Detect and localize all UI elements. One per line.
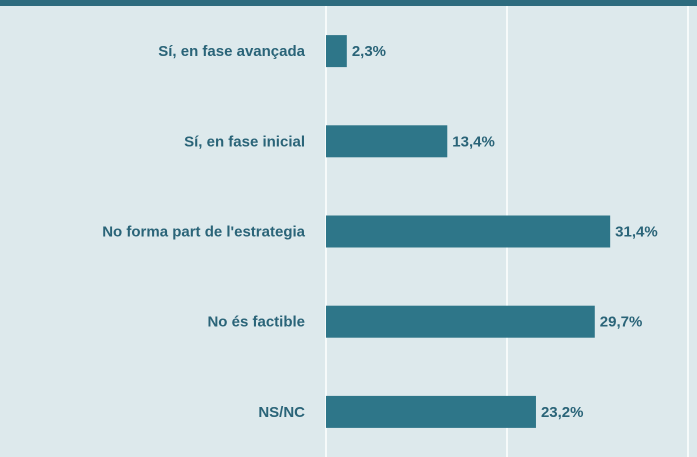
value-label: 23,2% (541, 404, 584, 421)
category-label: Sí, en fase inicial (184, 133, 305, 150)
bar (326, 395, 536, 428)
category-label: No és factible (207, 314, 305, 331)
value-label: 29,7% (600, 314, 643, 331)
value-label: 31,4% (615, 223, 658, 240)
value-label: 2,3% (352, 43, 386, 60)
bar (326, 35, 347, 68)
bar (326, 215, 611, 248)
category-label: NS/NC (258, 404, 305, 421)
top-band (0, 0, 697, 6)
category-label: Sí, en fase avançada (158, 43, 305, 60)
bar (326, 125, 448, 158)
bar (326, 305, 595, 338)
category-label: No forma part de l'estrategia (102, 223, 305, 240)
value-label: 13,4% (452, 133, 495, 150)
